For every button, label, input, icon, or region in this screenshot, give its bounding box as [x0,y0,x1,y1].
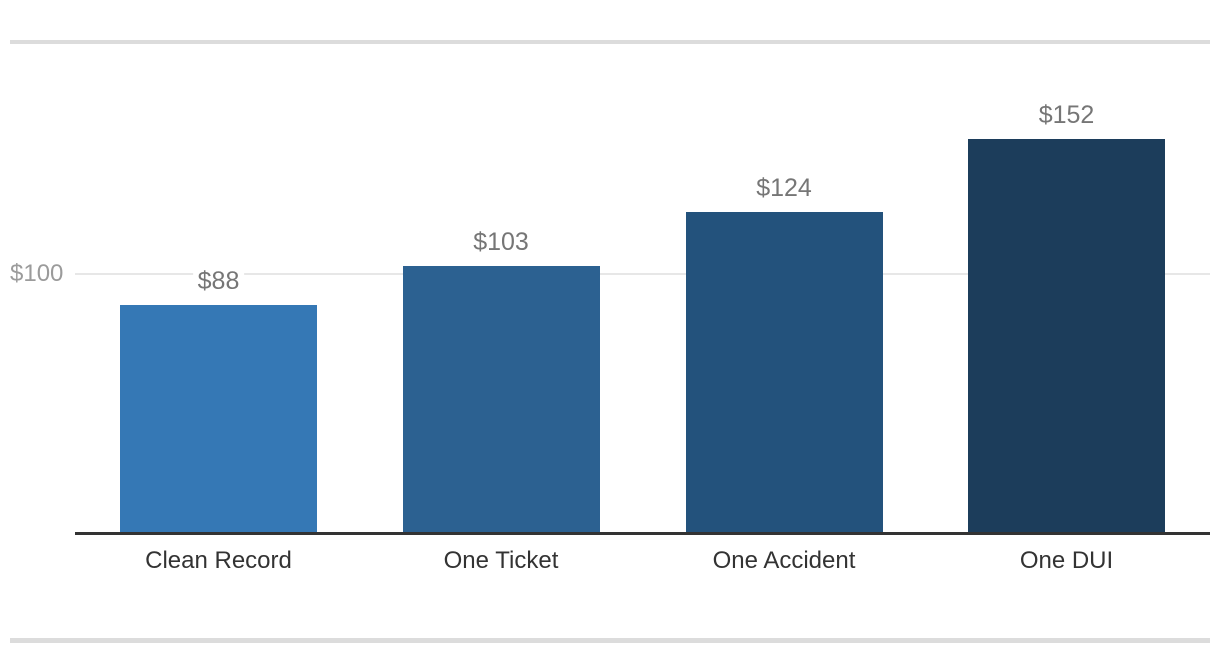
bottom-divider [10,638,1210,643]
y-axis-tick-label: $100 [10,260,64,287]
value-label-one-dui: $152 [1033,100,1100,130]
bar-one-dui [968,138,1165,534]
value-label-one-ticket: $103 [468,228,534,258]
category-label-one-dui: One DUI [1019,547,1114,574]
bar-one-accident [685,211,883,534]
value-label-clean-record: $88 [192,267,245,297]
x-axis-line [75,532,1210,535]
bar-clean-record [120,305,317,534]
category-label-one-accident: One Accident [712,547,856,574]
category-label-one-ticket: One Ticket [443,547,559,574]
category-label-clean-record: Clean Record [145,547,292,574]
value-label-one-accident: $124 [751,173,817,203]
bar-one-ticket [402,266,600,534]
top-divider [10,40,1210,44]
gridline-100 [75,273,1210,275]
